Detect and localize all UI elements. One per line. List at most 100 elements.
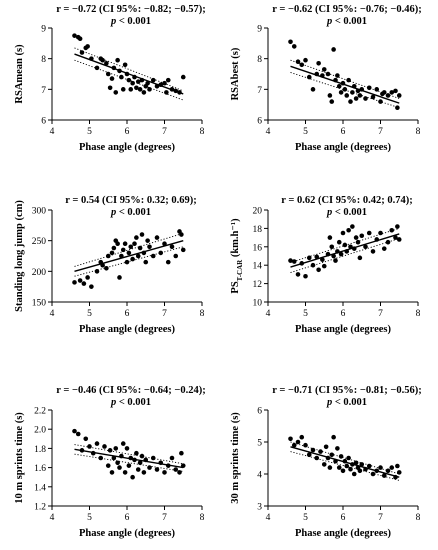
data-point — [143, 259, 149, 265]
x-tick-label: 5 — [303, 309, 308, 319]
y-axis-title-subscript: T-CAR — [236, 259, 244, 281]
data-point — [107, 85, 113, 91]
x-tick-label: 7 — [378, 309, 383, 319]
data-point — [340, 230, 346, 236]
data-point — [329, 452, 335, 458]
x-tick-label: 7 — [162, 513, 167, 523]
x-axis-title: Phase angle (degrees) — [295, 528, 392, 539]
data-point — [346, 227, 351, 233]
y-axis-title: PST-CAR (km.h⁻¹) — [230, 218, 244, 294]
data-point — [329, 99, 335, 104]
data-point — [137, 245, 143, 251]
y-tick-label: 1.4 — [34, 483, 46, 493]
data-point — [321, 263, 327, 269]
x-tick-label: 4 — [50, 513, 55, 523]
data-point — [355, 239, 361, 245]
data-point — [395, 224, 400, 229]
x-tick-label: 4 — [266, 513, 271, 523]
data-point — [180, 74, 186, 80]
x-axis-title: Phase angle (degrees) — [79, 528, 176, 539]
y-axis-title-main: RSAbest (s) — [230, 47, 241, 100]
data-point — [165, 77, 171, 83]
p-value-stat: p < 0.001 — [110, 207, 151, 218]
data-point — [288, 436, 293, 442]
x-tick-label: 4 — [266, 127, 271, 137]
data-point — [83, 436, 89, 442]
x-tick-label: 5 — [87, 127, 92, 137]
data-point — [130, 474, 135, 480]
data-point — [145, 80, 150, 86]
correlation-stat: r = 0.62 (CI 95%: 0.42; 0.74); — [281, 195, 412, 206]
y-tick-label: 4 — [257, 471, 262, 481]
data-point — [336, 83, 342, 89]
data-point — [338, 90, 344, 95]
data-point — [303, 57, 308, 63]
y-axis-title-main: RSAmean (s) — [14, 44, 25, 104]
data-point — [102, 444, 107, 449]
data-point — [329, 244, 335, 250]
y-tick-label: 3 — [257, 503, 262, 513]
data-point — [104, 60, 109, 66]
data-point — [72, 280, 77, 285]
regression-line — [290, 446, 400, 478]
y-tick-label: 8 — [41, 55, 46, 65]
data-point — [393, 235, 398, 240]
data-point — [351, 471, 357, 477]
y-axis-title-main: Standing long jump (cm) — [14, 200, 25, 312]
y-axis-title-main: 30 m sprints time (s) — [230, 412, 241, 504]
data-point — [385, 468, 391, 474]
data-point — [94, 441, 100, 446]
data-point — [141, 470, 147, 475]
x-axis-title: Phase angle (degrees) — [295, 324, 392, 335]
data-point — [132, 241, 137, 247]
y-axis-title: RSAmean (s) — [14, 44, 25, 104]
data-point — [130, 256, 135, 262]
scatter-panel: r = −0.62 (CI 95%: −0.76; −0.46);p < 0.0… — [230, 4, 422, 153]
x-tick-label: 6 — [341, 127, 346, 137]
data-point — [335, 446, 340, 451]
data-point — [126, 463, 132, 468]
data-point — [117, 275, 122, 280]
data-point — [338, 251, 344, 257]
data-point — [122, 470, 128, 475]
data-point — [158, 250, 164, 256]
data-point — [344, 93, 350, 98]
x-tick-label: 7 — [378, 513, 383, 523]
data-point — [177, 470, 182, 475]
x-tick-label: 7 — [162, 127, 167, 137]
data-point — [333, 258, 338, 263]
y-tick-label: 9 — [41, 25, 46, 35]
x-tick-label: 6 — [341, 513, 346, 523]
data-point — [109, 76, 115, 81]
data-point — [303, 273, 308, 279]
p-value-stat: p < 0.001 — [326, 397, 367, 408]
data-point — [94, 65, 100, 71]
data-point — [85, 275, 90, 280]
data-point — [109, 470, 115, 475]
x-tick-label: 4 — [50, 309, 55, 319]
y-tick-label: 1.2 — [34, 503, 46, 513]
y-tick-label: 6 — [41, 117, 46, 127]
data-point — [346, 455, 351, 461]
ci-upper-line — [290, 59, 400, 99]
x-tick-label: 5 — [87, 309, 92, 319]
data-point — [381, 473, 387, 478]
data-point — [346, 77, 351, 83]
data-point — [128, 87, 134, 92]
y-tick-label: 200 — [32, 268, 47, 278]
data-point — [370, 94, 376, 100]
data-point — [150, 77, 156, 83]
y-tick-label: 5 — [257, 439, 262, 449]
p-symbol: p — [110, 207, 116, 218]
data-point — [137, 87, 143, 92]
ci-lower-line — [74, 246, 184, 277]
y-tick-label: 6 — [257, 407, 262, 417]
p-threshold: < 0.001 — [116, 207, 151, 218]
y-axis-title: 30 m sprints time (s) — [230, 412, 241, 504]
data-point — [122, 62, 128, 68]
y-axis-title-main: 10 m sprints time (s) — [14, 412, 25, 504]
data-point — [179, 232, 184, 237]
data-point — [323, 444, 329, 450]
data-point — [320, 257, 325, 262]
